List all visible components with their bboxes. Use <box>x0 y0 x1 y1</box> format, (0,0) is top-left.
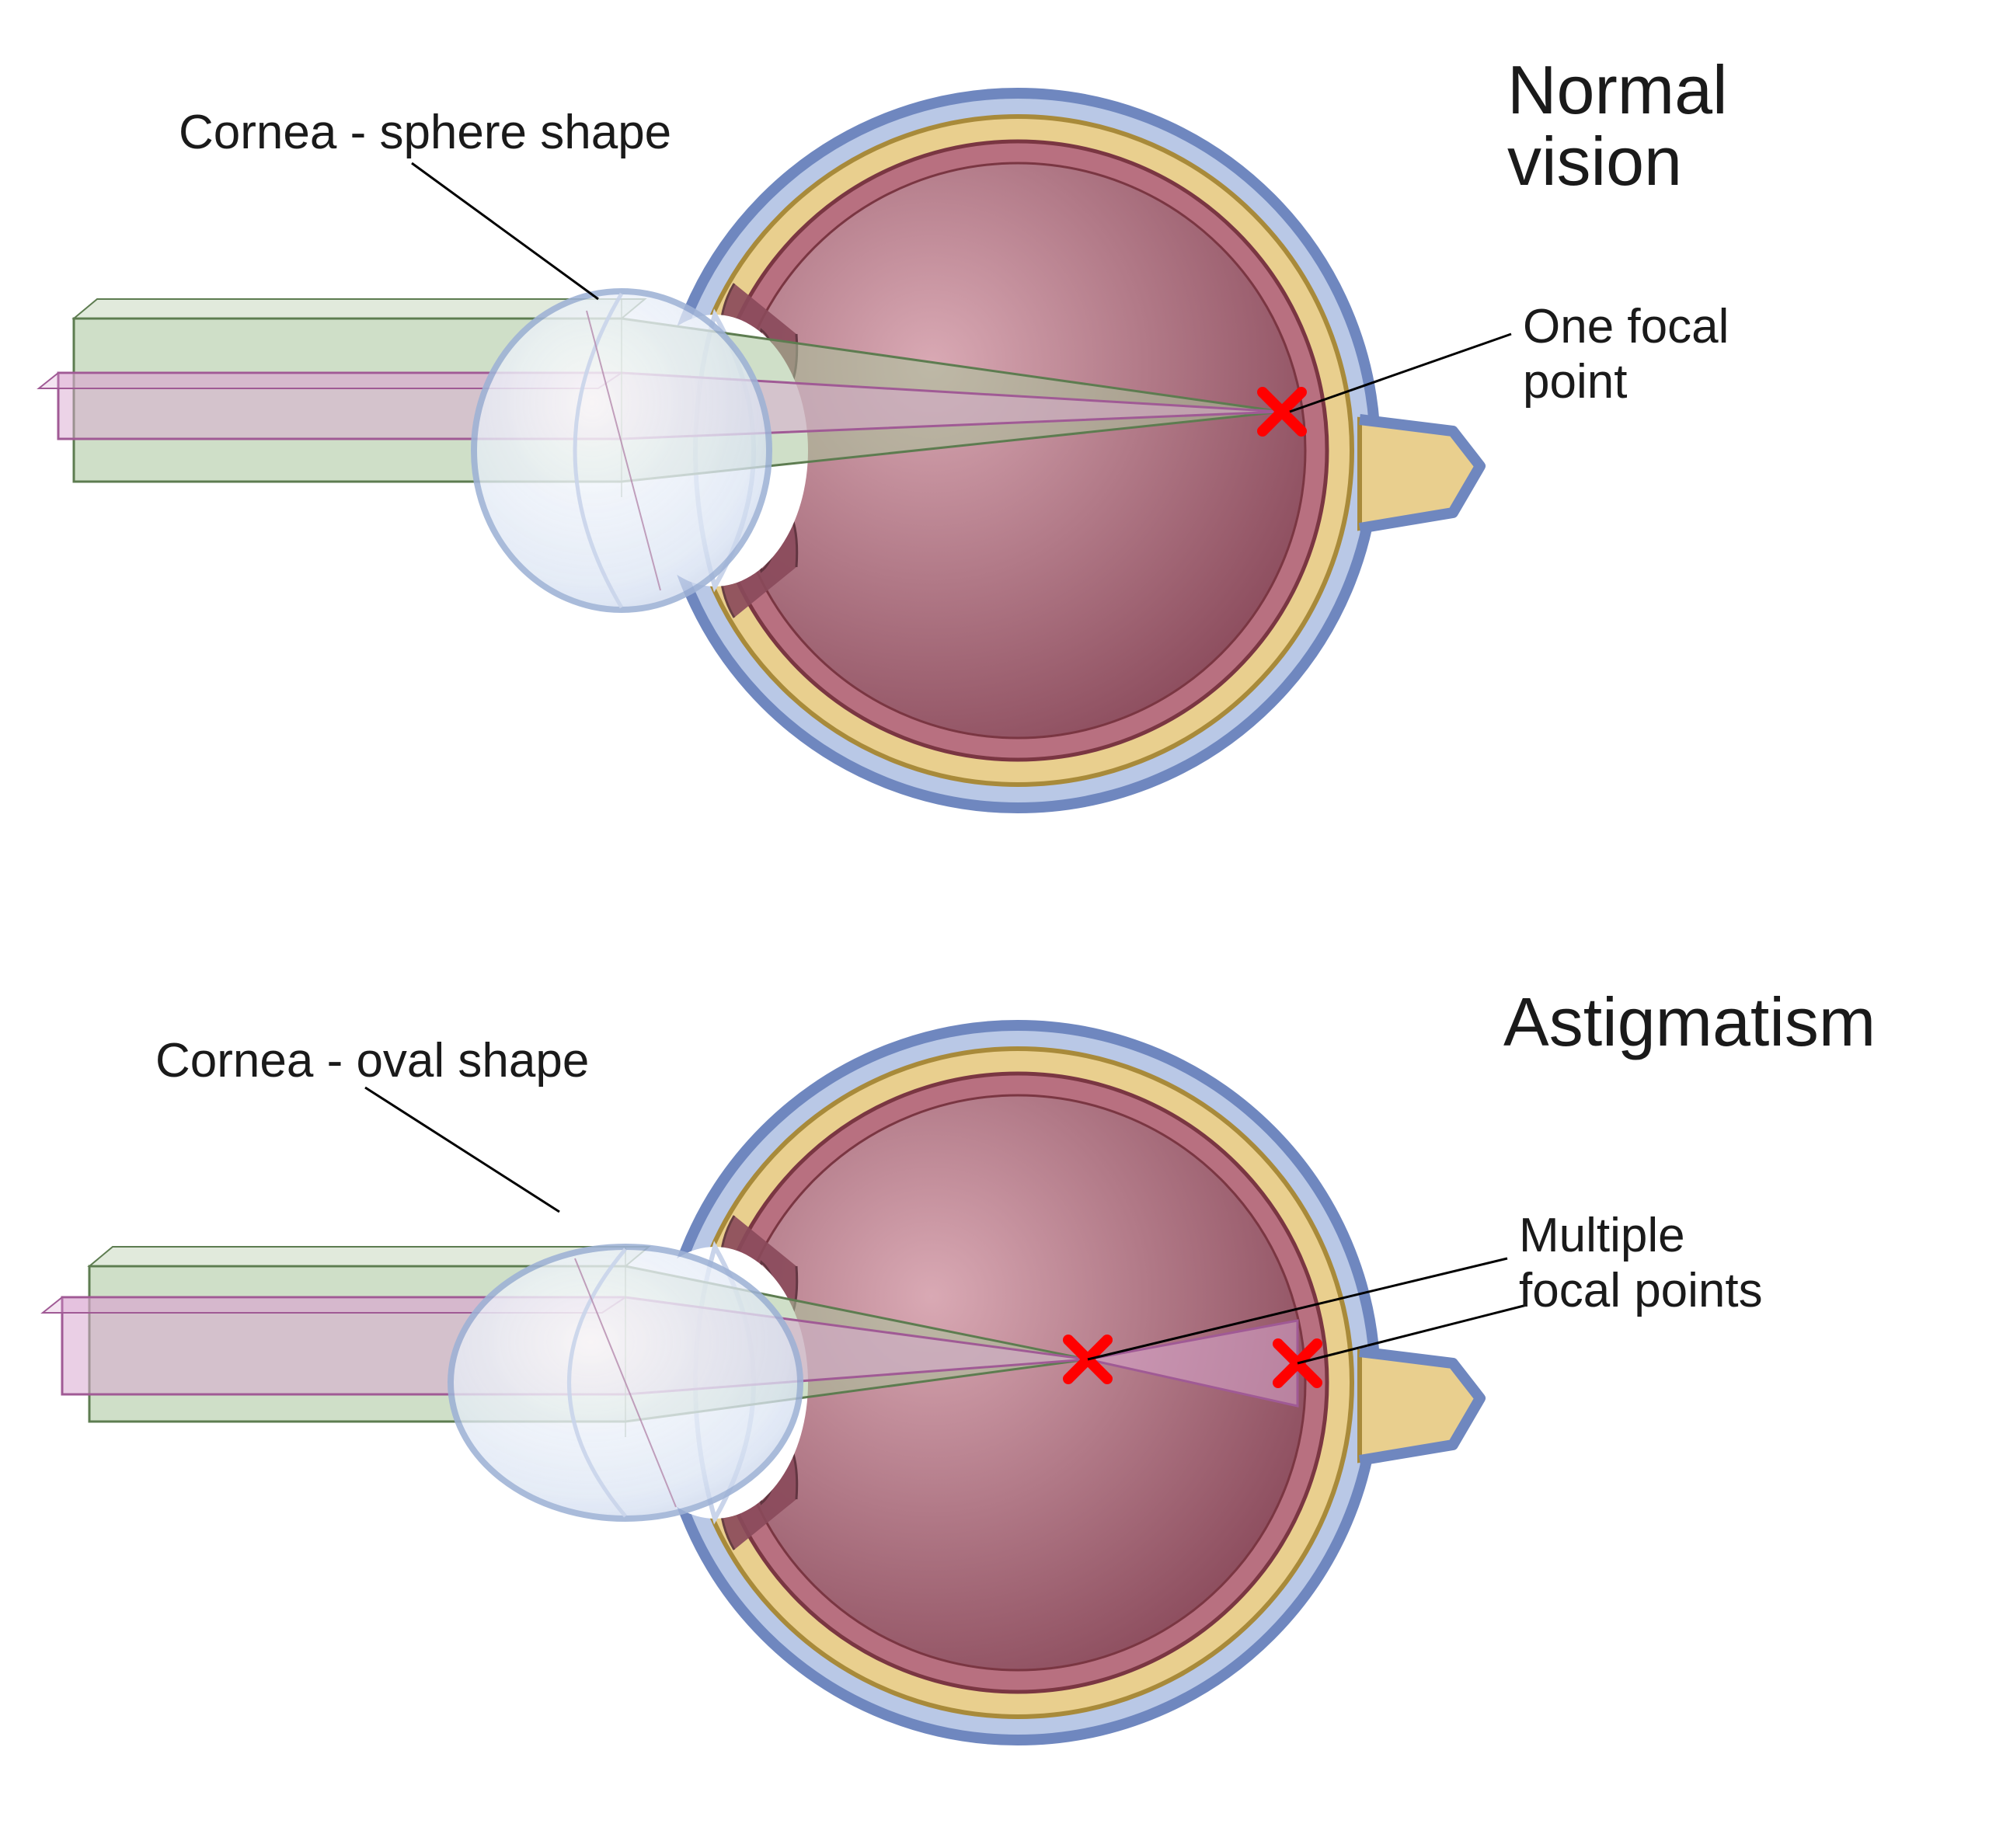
leader-cornea-normal <box>412 163 598 299</box>
label-cornea-normal: Cornea - sphere shape <box>179 105 671 160</box>
diagram-canvas <box>0 0 1989 1848</box>
leader-cornea-astig <box>365 1088 559 1212</box>
cornea-normal <box>474 291 769 610</box>
label-cornea-astig: Cornea - oval shape <box>155 1033 589 1088</box>
label-focal-astig: Multiplefocal points <box>1519 1208 1763 1319</box>
title-astig: Astigmatism <box>1503 987 1876 1058</box>
label-focal-normal: One focalpoint <box>1523 299 1729 410</box>
title-normal: Normalvision <box>1507 54 1728 198</box>
